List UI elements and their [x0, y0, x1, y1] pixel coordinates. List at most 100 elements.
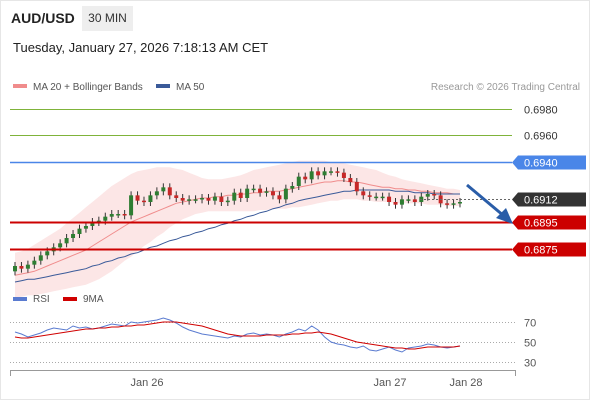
candle-body: [193, 199, 198, 201]
candle-body: [406, 199, 411, 201]
candle-body: [154, 191, 159, 196]
candle-body: [445, 203, 450, 205]
rsi-legend-label-0: RSI: [33, 294, 50, 305]
price-levels: 0.6980 0.6960 0.6940 0.6912 0.6895 0.6875: [10, 105, 586, 257]
candle-body: [238, 192, 243, 198]
candle-body: [19, 266, 24, 269]
forecast-arrow-icon: [466, 183, 513, 224]
candle-body: [116, 214, 121, 216]
candle-body: [399, 199, 404, 205]
candle-body: [232, 192, 237, 201]
candle-body: [296, 176, 301, 186]
candle-body: [374, 196, 379, 199]
level-tag: [512, 242, 586, 257]
candle-body: [425, 194, 430, 197]
candles: [13, 167, 462, 276]
ma20-line: [14, 180, 460, 276]
rsi-tick-label: 50: [524, 338, 536, 350]
candle-body: [103, 216, 108, 221]
candle-body: [277, 195, 282, 200]
candle-body: [270, 191, 275, 196]
candle-body: [122, 214, 127, 216]
rsi-legend-label-1: 9MA: [83, 294, 104, 305]
candle-body: [129, 195, 134, 216]
candle-body: [451, 203, 456, 205]
candle-body: [303, 176, 308, 180]
candle-body: [387, 196, 392, 202]
level-label: 0.6895: [524, 218, 558, 230]
candle-body: [32, 260, 37, 265]
candle-body: [25, 264, 30, 269]
bollinger-band-area: [15, 160, 460, 298]
candle-body: [58, 243, 63, 248]
candle-body: [258, 188, 263, 193]
candle-body: [458, 202, 462, 204]
arrow-head: [496, 208, 513, 224]
candle-body: [45, 251, 50, 256]
rsi-legend-swatch-1: [63, 297, 77, 301]
candle-body: [96, 220, 101, 223]
candle-body: [38, 255, 43, 261]
copyright-text: Research © 2026 Trading Central: [431, 82, 580, 93]
level-tag: [512, 215, 586, 230]
x-tick-label: Jan 26: [130, 377, 163, 389]
legend-swatch-0: [13, 84, 27, 88]
candle-body: [412, 199, 417, 202]
candle-body: [348, 178, 353, 182]
candle-body: [393, 202, 398, 205]
level-label: 0.6912: [524, 195, 558, 207]
rsi-panel: 70 50 30: [10, 317, 536, 370]
arrow-shaft: [466, 183, 505, 218]
candle-body: [225, 200, 230, 203]
candle-body: [245, 188, 250, 198]
candle-body: [283, 188, 288, 200]
level-label: 0.6875: [524, 245, 558, 257]
candle-body: [174, 195, 179, 198]
level-tag: [512, 192, 586, 207]
candle-body: [361, 191, 366, 196]
legend-label-0: MA 20 + Bollinger Bands: [33, 82, 143, 93]
rsi-line: [14, 317, 461, 353]
candle-body: [219, 196, 224, 202]
candle-body: [161, 187, 166, 192]
rsi-tick-label: 70: [524, 318, 536, 330]
rsi-legend-swatch-0: [13, 297, 27, 301]
candle-body: [341, 172, 346, 178]
candle-body: [13, 266, 17, 272]
candle-body: [77, 228, 82, 234]
candle-body: [148, 195, 153, 202]
level-tag: [512, 155, 586, 170]
rsi-legend: RSI 9MA: [13, 294, 104, 305]
candle-body: [354, 182, 359, 192]
candle-body: [251, 188, 256, 191]
ma50-line: [14, 189, 460, 283]
candle-body: [187, 199, 192, 201]
candle-body: [90, 222, 95, 226]
candle-body: [322, 171, 327, 176]
candle-body: [200, 198, 205, 200]
candle-body: [316, 171, 321, 176]
rsi-tick-label: 30: [524, 358, 536, 370]
candle-body: [141, 200, 146, 203]
legend-swatch-1: [156, 84, 170, 88]
level-label: 0.6940: [524, 158, 558, 170]
interval-tab[interactable]: 30 MIN: [82, 6, 133, 31]
candle-body: [167, 187, 172, 196]
candle-body: [329, 171, 334, 173]
candle-body: [212, 196, 217, 201]
candle-body: [264, 191, 269, 193]
candle-body: [71, 234, 76, 238]
legend-label-1: MA 50: [176, 82, 205, 93]
candle-body: [380, 196, 385, 199]
time-axis: Jan 26 Jan 27 Jan 28: [10, 370, 516, 389]
candle-body: [290, 186, 295, 189]
rsi-ma-line: [14, 321, 461, 350]
symbol-tab[interactable]: AUD/USD: [11, 10, 75, 26]
candle-body: [135, 195, 140, 201]
main-legend: MA 20 + Bollinger Bands MA 50: [13, 82, 205, 93]
candle-body: [64, 238, 69, 244]
bollinger-bands: [15, 160, 460, 298]
level-label: 0.6980: [524, 105, 558, 117]
level-label: 0.6960: [524, 131, 558, 143]
